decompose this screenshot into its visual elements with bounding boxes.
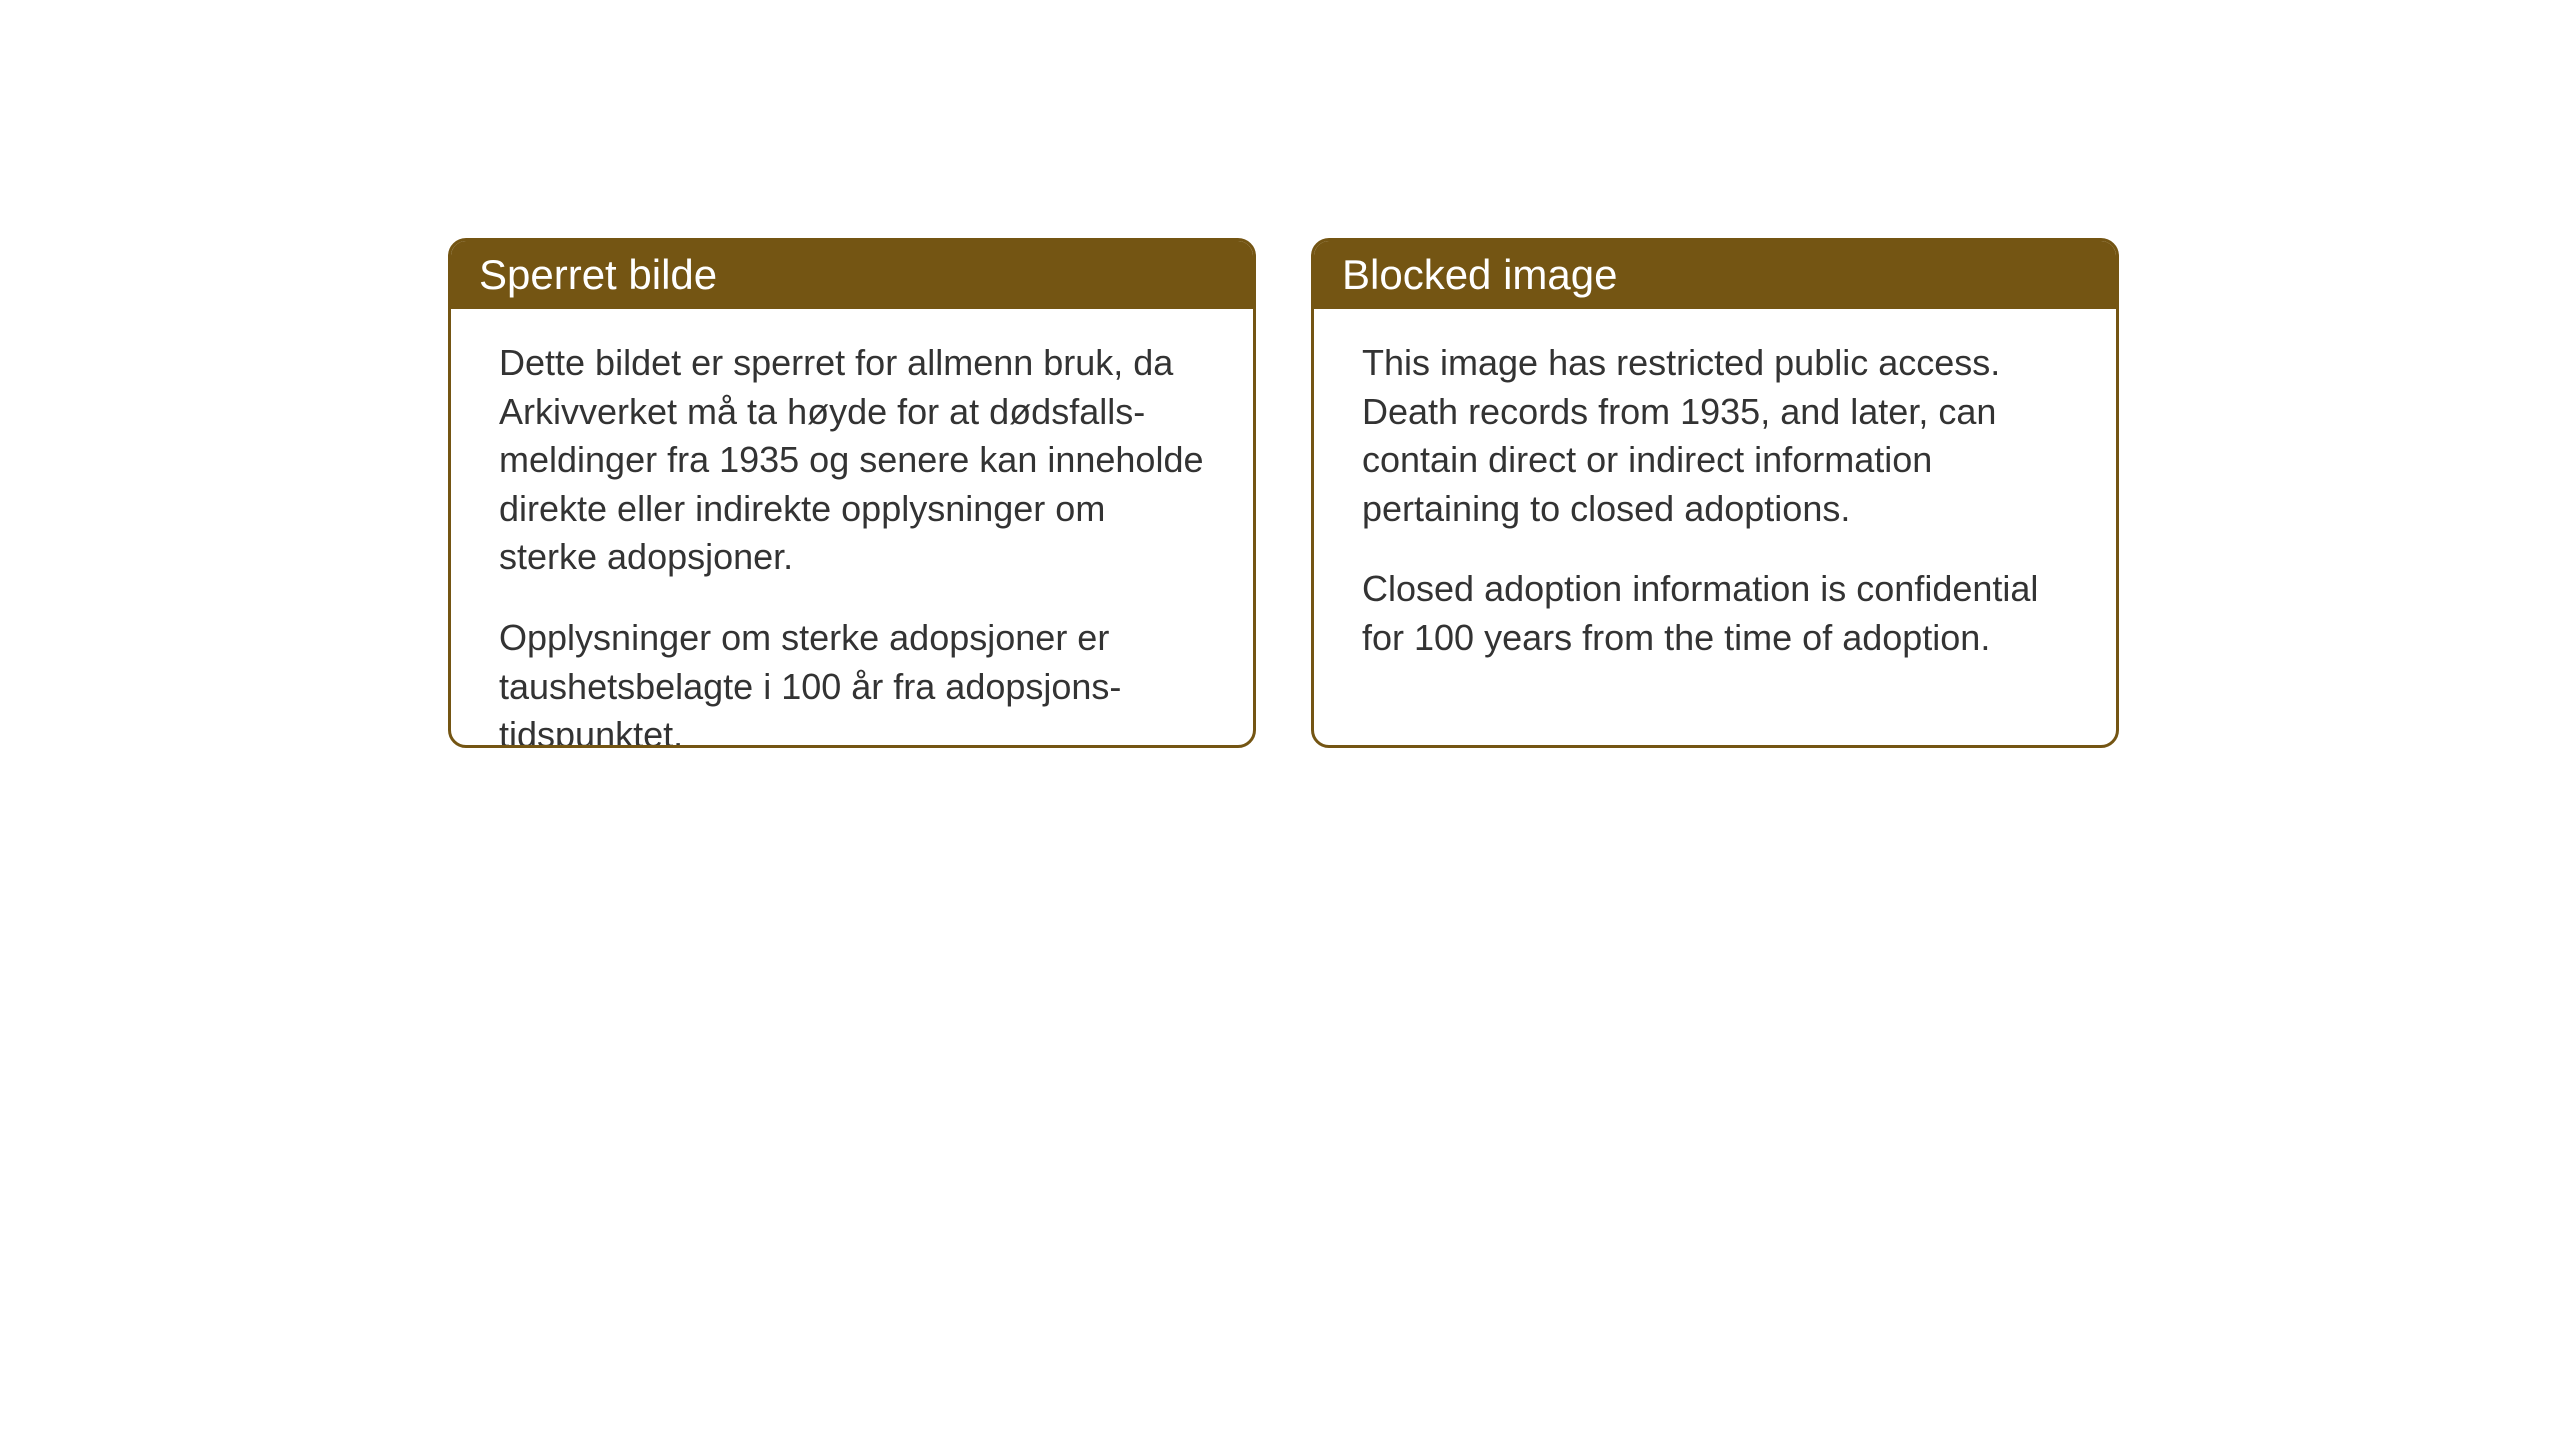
notice-header-norwegian: Sperret bilde: [451, 241, 1253, 309]
notice-paragraph-2-norwegian: Opplysninger om sterke adopsjoner er tau…: [499, 614, 1205, 748]
notice-body-norwegian: Dette bildet er sperret for allmenn bruk…: [451, 309, 1253, 748]
notice-card-english: Blocked image This image has restricted …: [1311, 238, 2119, 748]
notice-title-norwegian: Sperret bilde: [479, 251, 717, 298]
notice-card-norwegian: Sperret bilde Dette bildet er sperret fo…: [448, 238, 1256, 748]
notice-paragraph-2-english: Closed adoption information is confident…: [1362, 565, 2068, 662]
notice-title-english: Blocked image: [1342, 251, 1617, 298]
notice-body-english: This image has restricted public access.…: [1314, 309, 2116, 703]
notice-header-english: Blocked image: [1314, 241, 2116, 309]
notice-paragraph-1-english: This image has restricted public access.…: [1362, 339, 2068, 533]
notice-paragraph-1-norwegian: Dette bildet er sperret for allmenn bruk…: [499, 339, 1205, 582]
notice-container: Sperret bilde Dette bildet er sperret fo…: [448, 238, 2119, 748]
